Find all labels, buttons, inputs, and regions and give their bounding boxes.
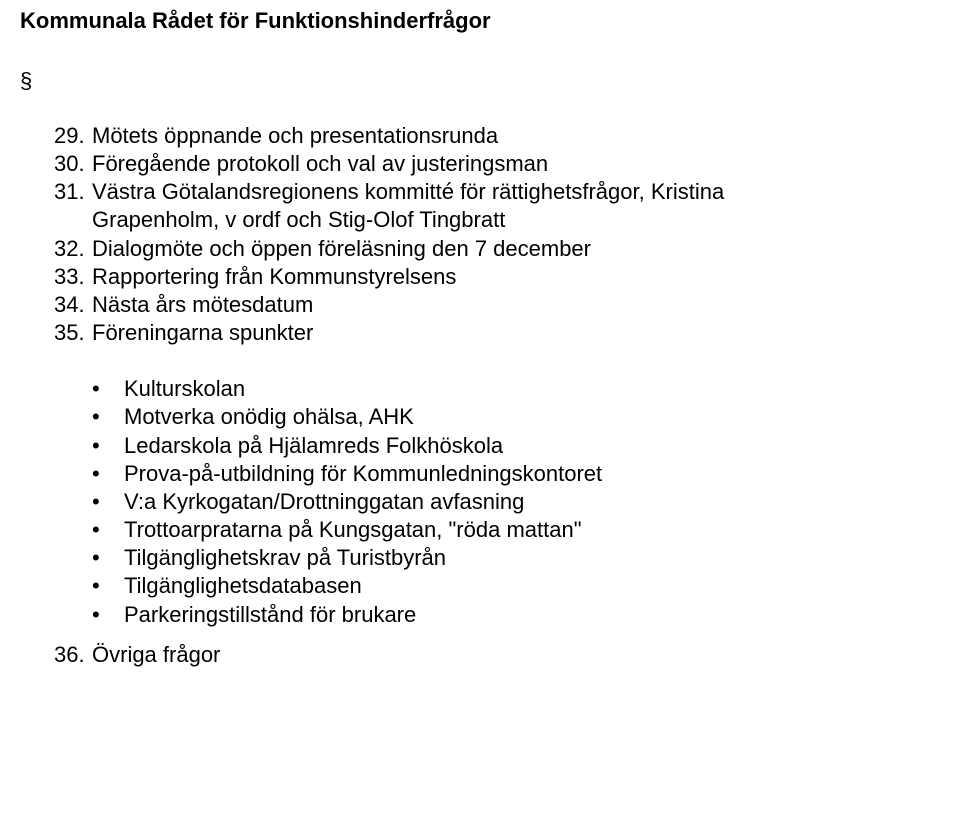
page-title: Kommunala Rådet för Funktionshinderfrågo… bbox=[20, 8, 940, 34]
bullet-label: V:a Kyrkogatan/Drottninggatan avfasning bbox=[124, 488, 524, 516]
bullet-icon: • bbox=[92, 460, 124, 488]
agenda-list: 29.Mötets öppnande och presentationsrund… bbox=[54, 122, 940, 347]
section-symbol: § bbox=[20, 68, 940, 94]
bullet-item: •Tilgänglighetsdatabasen bbox=[92, 572, 940, 600]
agenda-label: Föreningarna spunkter bbox=[92, 319, 313, 347]
bullet-item: •Ledarskola på Hjälamreds Folkhöskola bbox=[92, 432, 940, 460]
bullet-list: •Kulturskolan•Motverka onödig ohälsa, AH… bbox=[92, 375, 940, 628]
document-page: Kommunala Rådet för Funktionshinderfrågo… bbox=[0, 0, 960, 689]
agenda-number: 30. bbox=[54, 150, 92, 178]
bullet-item: •Trottoarpratarna på Kungsgatan, "röda m… bbox=[92, 516, 940, 544]
agenda-label: Västra Götalandsregionens kommitté för r… bbox=[92, 178, 724, 206]
agenda-label: Övriga frågor bbox=[92, 641, 220, 669]
agenda-label: Dialogmöte och öppen föreläsning den 7 d… bbox=[92, 235, 591, 263]
agenda-item: 32.Dialogmöte och öppen föreläsning den … bbox=[54, 235, 940, 263]
bullet-item: •Motverka onödig ohälsa, AHK bbox=[92, 403, 940, 431]
bullet-label: Tilgänglighetsdatabasen bbox=[124, 572, 362, 600]
bullet-icon: • bbox=[92, 488, 124, 516]
bullet-item: •Kulturskolan bbox=[92, 375, 940, 403]
agenda-number: 36. bbox=[54, 641, 92, 669]
agenda-label: Rapportering från Kommunstyrelsens bbox=[92, 263, 456, 291]
bullet-label: Tilgänglighetskrav på Turistbyrån bbox=[124, 544, 446, 572]
agenda-item: Grapenholm, v ordf och Stig-Olof Tingbra… bbox=[54, 206, 940, 234]
bullet-label: Motverka onödig ohälsa, AHK bbox=[124, 403, 414, 431]
agenda-number: 34. bbox=[54, 291, 92, 319]
agenda-item: 34.Nästa års mötesdatum bbox=[54, 291, 940, 319]
bullet-icon: • bbox=[92, 544, 124, 572]
agenda-number: 35. bbox=[54, 319, 92, 347]
bullet-label: Prova-på-utbildning för Kommunledningsko… bbox=[124, 460, 602, 488]
bullet-icon: • bbox=[92, 403, 124, 431]
agenda-label: Mötets öppnande och presentationsrunda bbox=[92, 122, 498, 150]
agenda-label: Föregående protokoll och val av justerin… bbox=[92, 150, 548, 178]
agenda-item: 30.Föregående protokoll och val av juste… bbox=[54, 150, 940, 178]
bullet-item: •Prova-på-utbildning för Kommunledningsk… bbox=[92, 460, 940, 488]
agenda-item: 33.Rapportering från Kommunstyrelsens bbox=[54, 263, 940, 291]
bullet-label: Ledarskola på Hjälamreds Folkhöskola bbox=[124, 432, 503, 460]
agenda-number: 31. bbox=[54, 178, 92, 206]
bullet-label: Trottoarpratarna på Kungsgatan, "röda ma… bbox=[124, 516, 582, 544]
bullet-label: Kulturskolan bbox=[124, 375, 245, 403]
bullet-icon: • bbox=[92, 375, 124, 403]
agenda-item: 35.Föreningarna spunkter bbox=[54, 319, 940, 347]
bullet-label: Parkeringstillstånd för brukare bbox=[124, 601, 416, 629]
bullet-icon: • bbox=[92, 601, 124, 629]
agenda-number: 29. bbox=[54, 122, 92, 150]
bullet-item: •Tilgänglighetskrav på Turistbyrån bbox=[92, 544, 940, 572]
agenda-number: 32. bbox=[54, 235, 92, 263]
final-agenda-item: 36. Övriga frågor bbox=[54, 641, 940, 669]
agenda-number: 33. bbox=[54, 263, 92, 291]
bullet-icon: • bbox=[92, 516, 124, 544]
agenda-item: 31.Västra Götalandsregionens kommitté fö… bbox=[54, 178, 940, 206]
agenda-number bbox=[54, 206, 92, 234]
agenda-item: 29.Mötets öppnande och presentationsrund… bbox=[54, 122, 940, 150]
agenda-label: Nästa års mötesdatum bbox=[92, 291, 313, 319]
agenda-label: Grapenholm, v ordf och Stig-Olof Tingbra… bbox=[92, 206, 505, 234]
bullet-item: •Parkeringstillstånd för brukare bbox=[92, 601, 940, 629]
bullet-icon: • bbox=[92, 572, 124, 600]
bullet-item: •V:a Kyrkogatan/Drottninggatan avfasning bbox=[92, 488, 940, 516]
bullet-icon: • bbox=[92, 432, 124, 460]
